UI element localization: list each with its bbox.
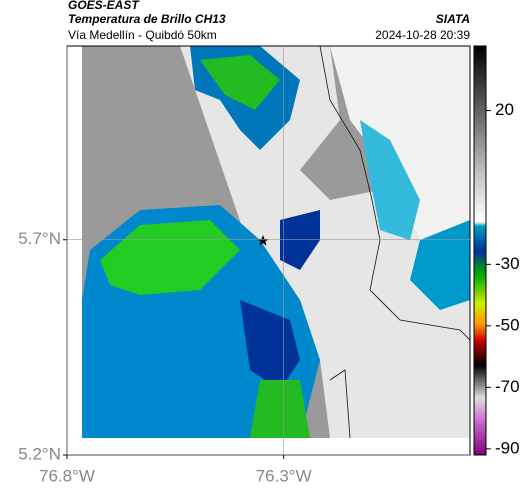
lon-tick-label: 76.3°W	[256, 466, 312, 485]
route: Vía Medellín - Quibdó 50km	[68, 28, 217, 42]
colorbar-tick-label: -70	[495, 377, 520, 396]
colorbar-tick-label: -30	[495, 254, 520, 273]
colorbar-tick-label: 20	[495, 100, 514, 119]
satellite-image	[82, 46, 470, 438]
source: SIATA	[436, 12, 470, 26]
lat-tick-label: 5.7°N	[18, 229, 61, 248]
lat-tick-label: 5.2°N	[18, 444, 61, 463]
title: GOES-EAST	[68, 0, 140, 12]
lon-tick-label: 76.8°W	[39, 466, 95, 485]
colorbar-tick-label: -50	[495, 315, 520, 334]
colorbar-tick-label: -90	[495, 438, 520, 457]
datetime: 2024-10-28 20:39	[375, 28, 470, 42]
subtitle: Temperatura de Brillo CH13	[68, 12, 226, 26]
location-marker	[257, 235, 269, 246]
colorbar	[473, 45, 487, 456]
